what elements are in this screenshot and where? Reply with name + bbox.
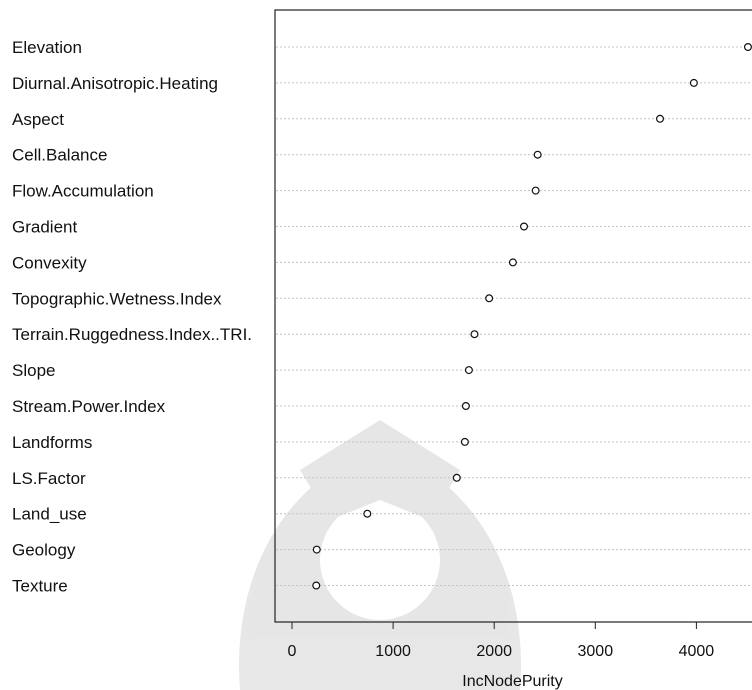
category-label: Land_use [12, 505, 87, 524]
category-label: Convexity [12, 253, 87, 272]
category-label: Slope [12, 361, 55, 380]
x-tick-label: 4000 [679, 643, 715, 660]
x-tick-label: 2000 [476, 643, 512, 660]
data-point [470, 330, 479, 339]
category-label: Aspect [12, 110, 64, 129]
data-point [312, 545, 321, 554]
data-point [460, 437, 469, 446]
category-label: Stream.Power.Index [12, 397, 166, 416]
category-label: Flow.Accumulation [12, 182, 154, 201]
category-label: Texture [12, 577, 68, 596]
watermark [239, 420, 521, 690]
category-label: Geology [12, 541, 76, 560]
category-label: Cell.Balance [12, 146, 107, 165]
category-label: Terrain.Ruggedness.Index..TRI. [12, 325, 252, 344]
data-point [531, 186, 540, 195]
data-point [485, 294, 494, 303]
category-label: Topographic.Wetness.Index [12, 289, 222, 308]
data-point [689, 78, 698, 87]
category-label: Diurnal.Anisotropic.Heating [12, 74, 218, 93]
data-point [461, 402, 470, 411]
data-point [312, 581, 321, 590]
category-label: Gradient [12, 218, 77, 237]
data-point [464, 366, 473, 375]
data-point [508, 258, 517, 267]
x-tick-label: 3000 [578, 643, 614, 660]
x-tick-label: 0 [288, 643, 297, 660]
x-axis-title: IncNodePurity [462, 673, 563, 690]
data-point [363, 509, 372, 518]
data-point [743, 42, 752, 51]
data-point [520, 222, 529, 231]
data-point [656, 114, 665, 123]
category-label: Landforms [12, 433, 92, 452]
x-tick-label: 1000 [375, 643, 411, 660]
data-point [452, 473, 461, 482]
data-point [533, 150, 542, 159]
category-label: Elevation [12, 38, 82, 57]
plot-area [274, 9, 752, 623]
category-label: LS.Factor [12, 469, 86, 488]
category-labels: Elevation Diurnal.Anisotropic.Heating Aspe… [12, 38, 252, 596]
x-axis: 0 1000 2000 3000 4000 [288, 621, 715, 660]
